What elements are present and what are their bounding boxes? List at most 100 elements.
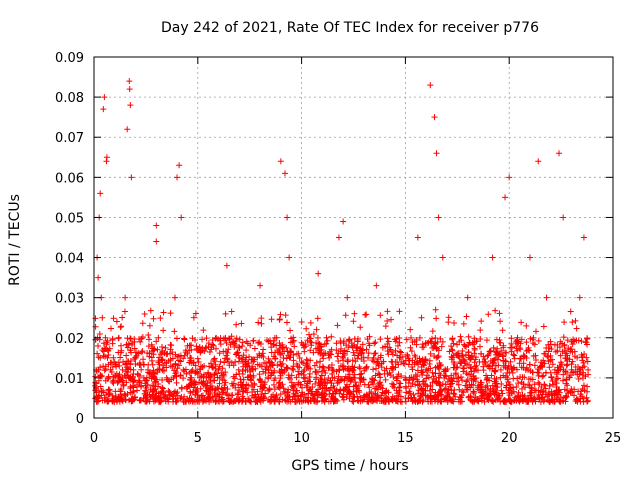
noise-point — [527, 335, 534, 342]
noise-point — [122, 397, 129, 404]
noise-point — [411, 352, 418, 359]
noise-point — [110, 380, 117, 387]
noise-point — [137, 338, 144, 345]
noise-point — [301, 391, 308, 398]
noise-point — [160, 327, 167, 334]
noise-point — [146, 350, 153, 357]
noise-point — [536, 381, 543, 388]
noise-point — [477, 379, 484, 386]
noise-point — [485, 311, 492, 318]
noise-point — [552, 348, 559, 355]
plot-frame — [93, 56, 614, 419]
noise-point — [159, 343, 166, 350]
noise-point — [349, 367, 356, 374]
noise-point — [547, 369, 554, 376]
data-point — [101, 94, 108, 101]
noise-point — [129, 341, 136, 348]
noise-point — [102, 377, 109, 384]
data-point — [188, 374, 195, 381]
noise-point — [525, 344, 532, 351]
noise-point — [105, 352, 112, 359]
noise-point — [377, 312, 384, 319]
data-point — [277, 158, 284, 165]
noise-point — [463, 378, 470, 385]
noise-point — [362, 311, 369, 318]
y-tick-label: 0.02 — [55, 332, 84, 347]
noise-point — [150, 395, 157, 402]
noise-point — [171, 328, 178, 335]
noise-point — [236, 336, 243, 343]
noise-point — [436, 382, 443, 389]
noise-point — [192, 362, 199, 369]
noise-point — [498, 381, 505, 388]
noise-point — [352, 358, 359, 365]
noise-point — [384, 335, 391, 342]
noise-point — [363, 364, 370, 371]
noise-point — [366, 384, 373, 391]
noise-point — [150, 367, 157, 374]
noise-point — [130, 378, 137, 385]
noise-point — [303, 325, 310, 332]
noise-point — [382, 323, 389, 330]
noise-point — [579, 364, 586, 371]
noise-point — [246, 353, 253, 360]
noise-point — [328, 333, 335, 340]
noise-point — [522, 384, 529, 391]
noise-point — [492, 380, 499, 387]
noise-point — [427, 365, 434, 372]
noise-point — [357, 345, 364, 352]
noise-point — [471, 346, 478, 353]
noise-point — [382, 376, 389, 383]
noise-point — [116, 362, 123, 369]
noise-point — [167, 310, 174, 317]
noise-point — [349, 398, 356, 405]
noise-point — [335, 373, 342, 380]
noise-point — [461, 341, 468, 348]
noise-point — [159, 356, 166, 363]
noise-point — [404, 351, 411, 358]
noise-point — [225, 346, 232, 353]
noise-point — [221, 377, 228, 384]
noise-point — [485, 351, 492, 358]
noise-point — [401, 360, 408, 367]
noise-point — [316, 364, 323, 371]
noise-point — [441, 372, 448, 379]
noise-point — [291, 343, 298, 350]
noise-point — [223, 340, 230, 347]
noise-point — [450, 364, 457, 371]
noise-point — [551, 398, 558, 405]
noise-point — [177, 358, 184, 365]
noise-point — [523, 322, 530, 329]
data-point — [102, 334, 109, 341]
noise-point — [445, 319, 452, 326]
noise-point — [517, 393, 524, 400]
noise-point — [95, 343, 102, 350]
noise-point — [520, 360, 527, 367]
noise-point — [315, 349, 322, 356]
noise-point — [459, 377, 466, 384]
noise-point — [427, 395, 434, 402]
noise-point — [505, 379, 512, 386]
noise-point — [534, 394, 541, 401]
noise-point — [444, 398, 451, 405]
noise-point — [216, 363, 223, 370]
noise-point — [460, 389, 467, 396]
noise-point — [371, 377, 378, 384]
noise-point — [377, 336, 384, 343]
noise-point — [99, 387, 106, 394]
data-point — [448, 374, 455, 381]
noise-point — [545, 341, 552, 348]
noise-point — [388, 316, 395, 323]
noise-point — [127, 357, 134, 364]
noise-point — [219, 398, 226, 405]
noise-point — [299, 384, 306, 391]
noise-point — [568, 346, 575, 353]
noise-point — [174, 397, 181, 404]
noise-point — [376, 398, 383, 405]
noise-point — [161, 393, 168, 400]
data-point — [167, 362, 174, 369]
noise-point — [326, 354, 333, 361]
noise-point — [94, 394, 101, 401]
noise-point — [245, 395, 252, 402]
noise-point — [113, 318, 120, 325]
